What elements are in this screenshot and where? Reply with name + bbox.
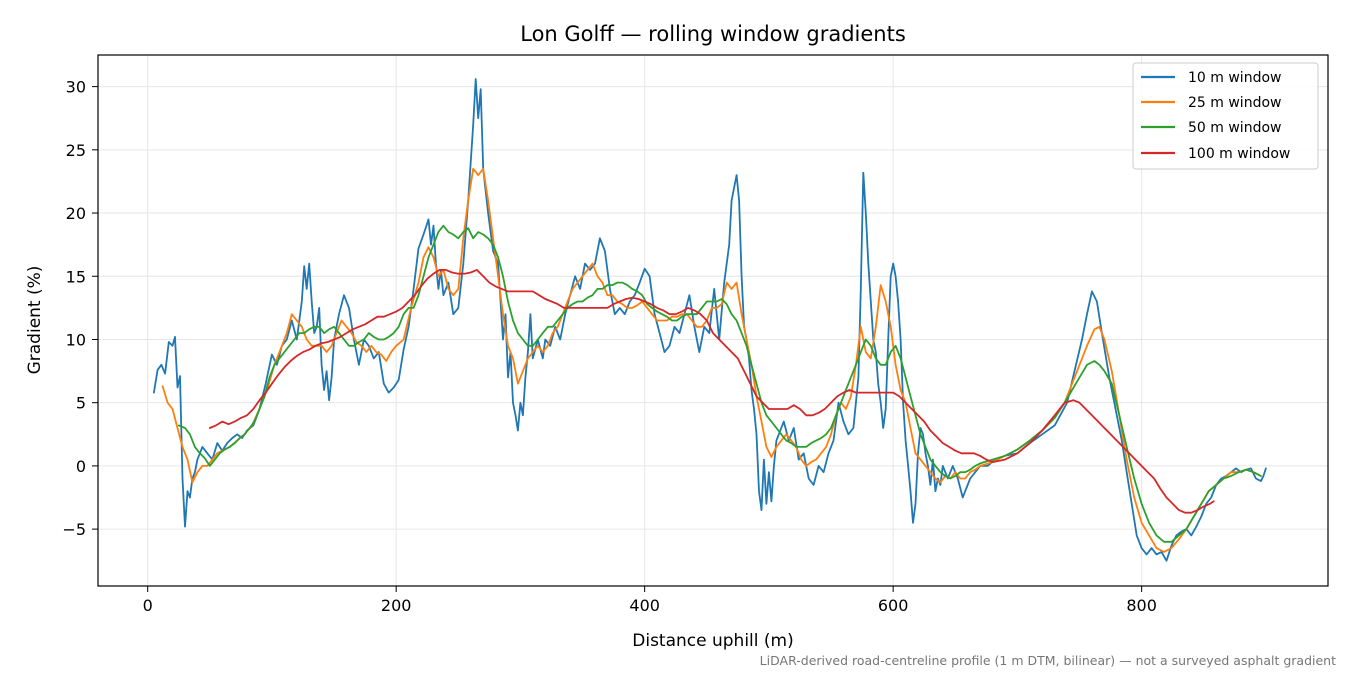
- legend-label-100m: 100 m window: [1188, 146, 1290, 162]
- y-tick-label: 15: [66, 267, 86, 286]
- plot-area: [97, 54, 1329, 587]
- y-axis-title: Gradient (%): [25, 266, 45, 375]
- legend-label-10m: 10 m window: [1188, 70, 1281, 86]
- legend-label-50m: 50 m window: [1188, 120, 1281, 136]
- y-tick-label: 30: [66, 78, 86, 97]
- series-line-50m: [177, 224, 1262, 543]
- series-line-100m: [208, 269, 1215, 514]
- legend: 10 m window 25 m window 50 m window 100 …: [1132, 62, 1319, 170]
- x-tick-label: 600: [878, 596, 909, 615]
- y-tick-label: 0: [76, 457, 86, 476]
- axis-ticks: 0 200 400 600 800 −5 0 5 10 15 20 25 30: [62, 78, 1157, 615]
- y-tick-label: 25: [66, 141, 86, 160]
- grid: [98, 55, 1328, 586]
- chart-title: Lon Golff — rolling window gradients: [520, 22, 906, 46]
- x-tick-label: 0: [143, 596, 153, 615]
- y-tick-label: −5: [62, 520, 86, 539]
- x-tick-label: 200: [381, 596, 412, 615]
- series-line-10m: [153, 78, 1267, 562]
- legend-label-25m: 25 m window: [1188, 95, 1281, 111]
- x-axis-title: Distance uphill (m): [632, 631, 793, 651]
- y-tick-label: 10: [66, 330, 86, 349]
- y-tick-label: 5: [76, 394, 86, 413]
- legend-box: [1132, 62, 1319, 170]
- x-tick-label: 800: [1126, 596, 1157, 615]
- y-tick-label: 20: [66, 204, 86, 223]
- footnote: LiDAR-derived road-centreline profile (1…: [760, 653, 1336, 668]
- series-line-25m: [161, 167, 1262, 553]
- x-tick-label: 400: [629, 596, 660, 615]
- series-lines: [153, 78, 1267, 562]
